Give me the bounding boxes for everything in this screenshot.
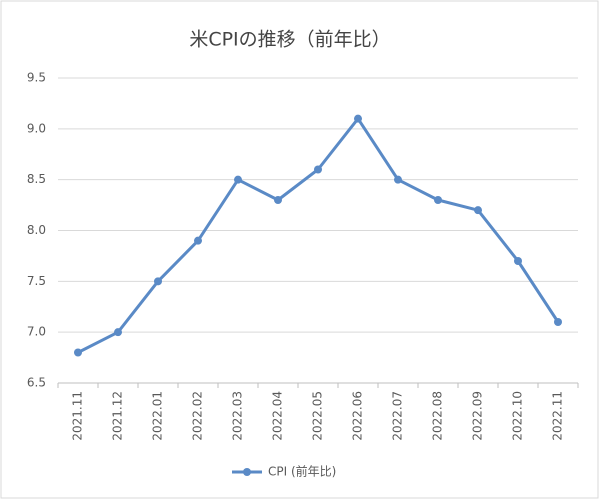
marker — [274, 196, 282, 204]
x-tick-label: 2022.02 — [191, 391, 205, 441]
y-tick-label: 8.5 — [27, 172, 46, 186]
x-tick-label: 2022.07 — [391, 391, 405, 441]
y-tick-label: 7.5 — [27, 274, 46, 288]
marker — [114, 328, 122, 337]
y-tick-label: 7.0 — [27, 325, 46, 339]
marker — [234, 175, 242, 184]
marker — [474, 206, 482, 215]
marker — [394, 175, 402, 184]
marker — [154, 277, 162, 286]
y-tick-label: 6.5 — [27, 376, 46, 390]
y-tick-label: 8.0 — [27, 223, 46, 237]
marker — [314, 165, 322, 174]
x-tick-label: 2022.09 — [471, 391, 485, 441]
x-tick-label: 2022.08 — [431, 391, 445, 441]
marker — [194, 236, 202, 245]
chart-title: 米CPIの推移（前年比） — [189, 29, 390, 51]
x-tick-label: 2022.06 — [351, 391, 365, 441]
marker — [514, 257, 522, 265]
legend-label: CPI (前年比) — [268, 464, 336, 479]
y-tick-label: 9.5 — [27, 71, 46, 85]
marker — [354, 114, 362, 123]
x-tick-label: 2022.10 — [511, 391, 525, 441]
x-tick-label: 2022.01 — [151, 391, 165, 441]
y-tick-label: 9.0 — [27, 121, 46, 135]
x-tick-label: 2022.11 — [551, 391, 565, 441]
x-tick-label: 2021.12 — [111, 391, 125, 441]
marker — [74, 348, 82, 357]
x-tick-label: 2022.04 — [271, 391, 285, 441]
marker — [554, 318, 562, 326]
legend-marker — [243, 468, 251, 476]
x-tick-label: 2021.11 — [71, 391, 85, 441]
x-tick-label: 2022.05 — [311, 391, 325, 441]
marker — [434, 196, 442, 204]
x-tick-label: 2022.03 — [231, 391, 245, 441]
